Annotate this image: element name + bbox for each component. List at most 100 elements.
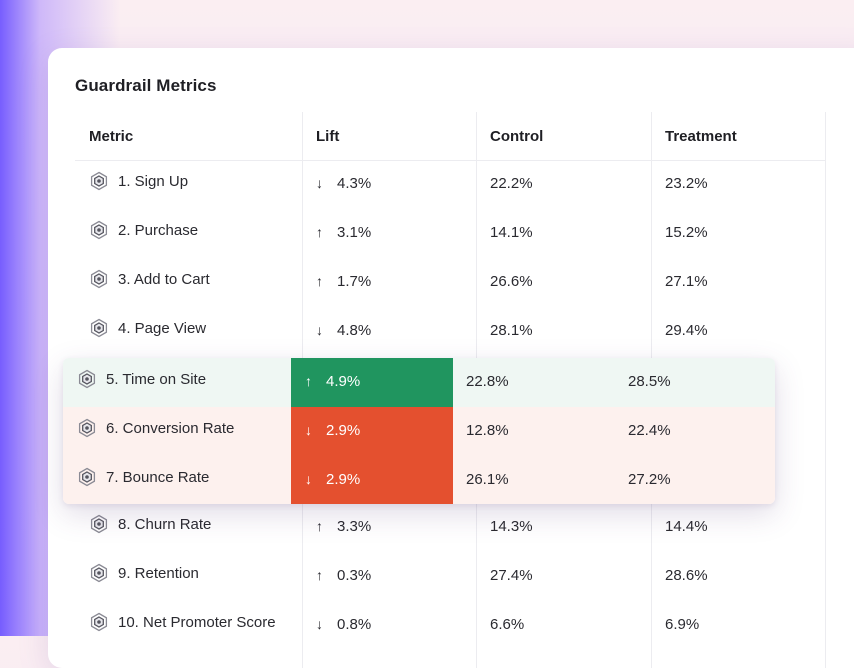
metric-icon	[89, 318, 109, 338]
lift-cell: ↓ 2.9%	[305, 422, 360, 439]
lift-cell: ↓ 4.3%	[316, 175, 371, 192]
control-value: 26.6%	[490, 273, 533, 290]
table-row[interactable]: 8. Churn Rate ↑ 3.3% 14.3% 14.4%	[75, 503, 825, 552]
control-value: 26.1%	[466, 471, 509, 488]
metric-name: 2. Purchase	[118, 221, 199, 239]
metric-name: 10. Net Promoter Score	[118, 613, 276, 631]
metric-cell: 2. Purchase	[89, 220, 198, 240]
table-row[interactable]: 1. Sign Up ↓ 4.3% 22.2% 23.2%	[75, 160, 825, 209]
metric-icon	[77, 467, 97, 487]
lift-cell: ↓ 0.8%	[316, 616, 371, 633]
treatment-value: 29.4%	[665, 322, 708, 339]
treatment-value: 27.2%	[628, 471, 671, 488]
treatment-value: 27.1%	[665, 273, 708, 290]
lift-cell: ↑ 0.3%	[316, 567, 371, 584]
column-header-control[interactable]: Control	[490, 128, 544, 145]
highlighted-table-row[interactable]: 7. Bounce Rate ↓ 2.9% 26.1% 27.2%	[63, 456, 775, 504]
metric-cell: 7. Bounce Rate	[77, 467, 209, 487]
table-header: Metric Lift Control Treatment	[75, 112, 825, 161]
column-header-treatment[interactable]: Treatment	[665, 128, 737, 145]
lift-cell: ↑ 1.7%	[316, 273, 371, 290]
arrow-down-icon: ↓	[316, 175, 323, 191]
lift-value: 4.8%	[337, 322, 372, 339]
arrow-down-icon: ↓	[305, 422, 312, 438]
metric-name: 3. Add to Cart	[118, 270, 210, 288]
metric-cell: 10. Net Promoter Score	[89, 612, 276, 632]
lift-cell: ↑ 4.9%	[305, 373, 360, 390]
table-row[interactable]: 10. Net Promoter Score ↓ 0.8% 6.6% 6.9%	[75, 601, 825, 650]
lift-value: 3.3%	[337, 518, 372, 535]
lift-cell: ↓ 4.8%	[316, 322, 371, 339]
metric-cell: 1. Sign Up	[89, 171, 188, 191]
metric-name: 5. Time on Site	[106, 370, 207, 388]
metric-icon	[89, 514, 109, 534]
column-header-metric[interactable]: Metric	[89, 128, 134, 145]
treatment-value: 15.2%	[665, 224, 708, 241]
metric-name: 6. Conversion Rate	[106, 419, 235, 437]
metric-cell: 5. Time on Site	[77, 369, 206, 389]
table-row[interactable]: 2. Purchase ↑ 3.1% 14.1% 15.2%	[75, 209, 825, 258]
metric-name: 1. Sign Up	[118, 172, 189, 190]
metric-icon	[77, 369, 97, 389]
treatment-value: 14.4%	[665, 518, 708, 535]
lift-value: 3.1%	[337, 224, 372, 241]
arrow-down-icon: ↓	[316, 616, 323, 632]
metric-cell: 6. Conversion Rate	[77, 418, 234, 438]
table-row[interactable]: 4. Page View ↓ 4.8% 28.1% 29.4%	[75, 307, 825, 356]
metric-icon	[89, 269, 109, 289]
control-value: 22.8%	[466, 373, 509, 390]
control-value: 12.8%	[466, 422, 509, 439]
arrow-up-icon: ↑	[316, 518, 323, 534]
highlighted-table-row[interactable]: 5. Time on Site ↑ 4.9% 22.8% 28.5%	[63, 358, 775, 407]
arrow-up-icon: ↑	[316, 567, 323, 583]
column-header-lift[interactable]: Lift	[316, 128, 340, 145]
lift-value: 4.9%	[326, 373, 361, 390]
lift-value: 2.9%	[326, 471, 361, 488]
arrow-up-icon: ↑	[316, 273, 323, 289]
treatment-value: 6.9%	[665, 616, 700, 633]
lift-highlight-fill	[291, 358, 453, 407]
lift-value: 2.9%	[326, 422, 361, 439]
control-value: 6.6%	[490, 616, 525, 633]
card-title: Guardrail Metrics	[75, 76, 217, 95]
column-divider	[825, 112, 826, 668]
highlighted-table-row[interactable]: 6. Conversion Rate ↓ 2.9% 12.8% 22.4%	[63, 407, 775, 456]
metric-icon	[77, 418, 97, 438]
lift-cell: ↑ 3.1%	[316, 224, 371, 241]
lift-highlight-fill	[291, 456, 453, 504]
metric-icon	[89, 171, 109, 191]
metric-icon	[89, 563, 109, 583]
table-row[interactable]: 9. Retention ↑ 0.3% 27.4% 28.6%	[75, 552, 825, 601]
control-value: 22.2%	[490, 175, 533, 192]
treatment-value: 28.6%	[665, 567, 708, 584]
metric-name: 7. Bounce Rate	[106, 468, 210, 486]
control-value: 28.1%	[490, 322, 533, 339]
arrow-down-icon: ↓	[305, 471, 312, 487]
highlighted-rows-overlay: 5. Time on Site ↑ 4.9% 22.8% 28.5% 6. Convers…	[63, 358, 775, 504]
table-row[interactable]: 3. Add to Cart ↑ 1.7% 26.6% 27.1%	[75, 258, 825, 307]
metric-icon	[89, 220, 109, 240]
lift-cell: ↑ 3.3%	[316, 518, 371, 535]
control-value: 27.4%	[490, 567, 533, 584]
control-value: 14.1%	[490, 224, 533, 241]
treatment-value: 22.4%	[628, 422, 671, 439]
control-value: 14.3%	[490, 518, 533, 535]
arrow-up-icon: ↑	[316, 224, 323, 240]
treatment-value: 28.5%	[628, 373, 671, 390]
lift-highlight-fill	[291, 407, 453, 456]
lift-value: 0.3%	[337, 567, 372, 584]
lift-cell: ↓ 2.9%	[305, 471, 360, 488]
arrow-up-icon: ↑	[305, 373, 312, 389]
arrow-down-icon: ↓	[316, 322, 323, 338]
lift-value: 4.3%	[337, 175, 372, 192]
metric-name: 8. Churn Rate	[118, 515, 212, 533]
metric-icon	[89, 612, 109, 632]
metric-name: 4. Page View	[118, 319, 207, 337]
metric-cell: 8. Churn Rate	[89, 514, 211, 534]
metric-name: 9. Retention	[118, 564, 199, 582]
metric-cell: 3. Add to Cart	[89, 269, 210, 289]
treatment-value: 23.2%	[665, 175, 708, 192]
lift-value: 1.7%	[337, 273, 372, 290]
lift-value: 0.8%	[337, 616, 372, 633]
metric-cell: 9. Retention	[89, 563, 199, 583]
